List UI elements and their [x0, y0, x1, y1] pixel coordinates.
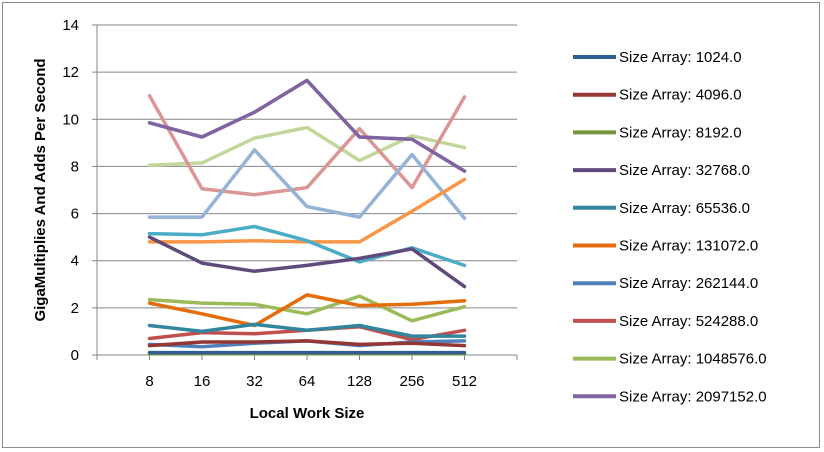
series-line	[147, 78, 467, 173]
series-line	[147, 93, 467, 197]
series-line	[147, 294, 467, 323]
legend-label: Size Array: 2097152.0	[619, 388, 767, 405]
x-tick-label: 16	[194, 373, 211, 390]
x-tick-labels: 8 16 32 64 128 256 512	[145, 373, 477, 390]
y-axis-title: GigaMultiplies And Adds Per Second	[32, 58, 49, 321]
series-line	[147, 235, 467, 289]
legend-label: Size Array: 32768.0	[619, 162, 750, 179]
legend-label: Size Array: 1048576.0	[619, 351, 767, 368]
legend-label: Size Array: 131072.0	[619, 238, 758, 255]
series-line	[147, 125, 467, 167]
series-line	[147, 322, 467, 338]
x-tick-label: 512	[452, 373, 477, 390]
x-tick-label: 8	[145, 373, 153, 390]
series-line	[147, 339, 467, 348]
y-tick-label: 10	[62, 111, 79, 128]
legend-label: Size Array: 8192.0	[619, 124, 742, 141]
chart-area	[2, 2, 820, 448]
legend-label: Size Array: 1024.0	[619, 49, 742, 66]
x-tick-label: 128	[347, 373, 372, 390]
legend-label: Size Array: 262144.0	[619, 275, 758, 292]
y-tick-label: 14	[62, 17, 79, 34]
x-axis-title: Local Work Size	[250, 405, 365, 422]
legend-label: Size Array: 65536.0	[619, 200, 750, 217]
x-tick-label: 256	[399, 373, 424, 390]
legend-label: Size Array: 4096.0	[619, 87, 742, 104]
y-tick-labels: 0 2 4 6 8 10 12 14	[62, 17, 79, 364]
y-tick-label: 4	[71, 253, 79, 270]
y-tick-label: 8	[71, 158, 79, 175]
series-line	[147, 78, 467, 173]
x-tick-label: 32	[246, 373, 263, 390]
y-tick-label: 0	[71, 347, 79, 364]
legend: Size Array: 1024.0 Size Array: 4096.0 Size…	[573, 49, 767, 405]
series-line	[147, 293, 467, 328]
series-lines	[147, 78, 467, 356]
y-tick-label: 12	[62, 64, 79, 81]
y-tick-label: 6	[71, 206, 79, 223]
legend-label: Size Array: 524288.0	[619, 313, 758, 330]
y-tick-label: 2	[71, 300, 79, 317]
series-line	[147, 148, 467, 221]
x-tick-label: 64	[299, 373, 316, 390]
